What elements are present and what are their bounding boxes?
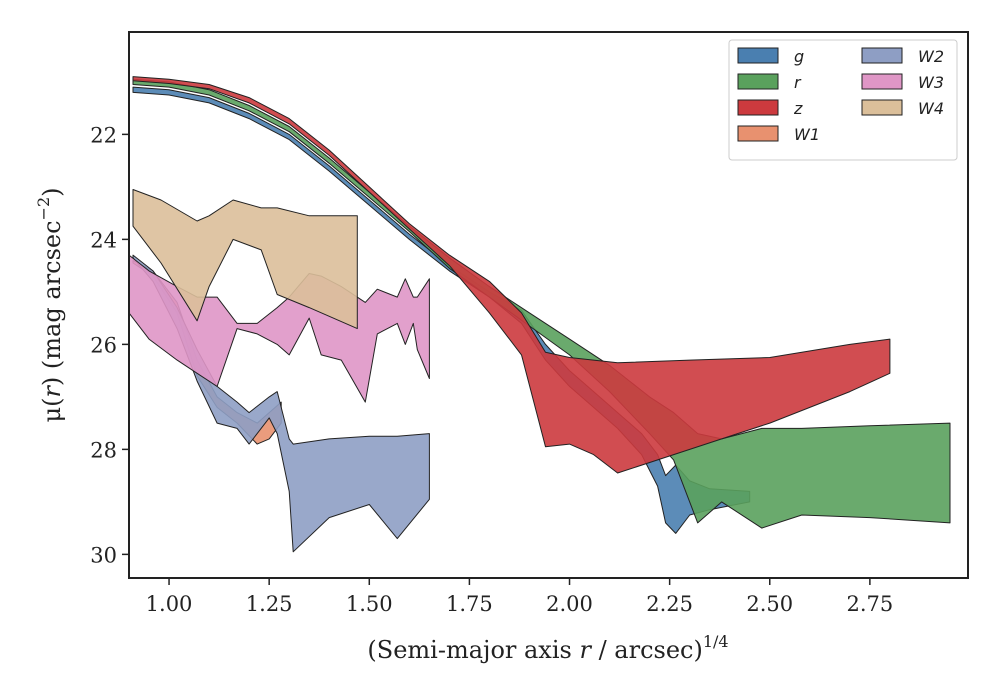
x-tick-label: 2.25 [646, 592, 693, 616]
x-tick-label: 1.50 [346, 592, 393, 616]
x-tick-label: 2.00 [546, 592, 593, 616]
legend-label-w4: W4 [918, 99, 944, 118]
x-axis-title: (Semi-major axis r / arcsec)1/4 [367, 632, 728, 664]
x-tick-label: 2.75 [847, 592, 894, 616]
y-tick-label: 24 [90, 228, 117, 252]
legend-label-g: g [794, 47, 804, 66]
y-axis-title: μ(r) (mag arcsec−2) [34, 187, 66, 422]
legend-swatch-r [737, 73, 779, 90]
x-tick-label: 1.00 [146, 592, 193, 616]
legend-swatch-w3 [861, 73, 903, 90]
legend-label-r: r [794, 73, 802, 92]
plot-frame [128, 31, 969, 579]
band-w3 [128, 254, 430, 403]
x-tick-label: 2.50 [746, 592, 793, 616]
legend-box [728, 39, 958, 161]
legend-swatch-g [737, 47, 779, 64]
y-axis-title-sup: −2 [34, 197, 53, 221]
x-axis-title-var: r [579, 636, 592, 664]
y-axis-title-rest: ) (mag arcsec [38, 220, 66, 386]
legend-swatch-z [737, 99, 779, 116]
y-tick-label: 26 [90, 333, 117, 357]
x-tick-label: 1.25 [246, 592, 293, 616]
y-axis-title-var: r [38, 385, 66, 398]
legend: grz W1 W2 W3 W4 [728, 39, 958, 161]
legend-swatch-w2 [861, 47, 903, 64]
band-w2 [132, 254, 430, 553]
y-axis-ticks: 22 24 26 28 30 [90, 123, 129, 567]
legend-label-w3: W3 [918, 73, 944, 92]
legend-label-z: z [793, 99, 803, 118]
y-tick-label: 30 [90, 543, 117, 567]
x-axis-title-rest: / arcsec) [591, 636, 703, 664]
legend-swatch-w4 [861, 99, 903, 116]
x-axis-ticks: 1.00 1.25 1.50 1.75 2.00 2.25 2.50 2.75 [146, 578, 894, 616]
profile-bands [128, 76, 951, 553]
legend-label-w1: W1 [794, 125, 820, 144]
x-tick-label: 1.75 [446, 592, 493, 616]
legend-label-w2: W2 [918, 47, 944, 66]
band-w4 [132, 189, 358, 330]
y-tick-label: 22 [90, 123, 117, 147]
y-axis-title-main: μ( [38, 398, 66, 423]
band-z [132, 76, 891, 474]
legend-swatch-w1 [737, 125, 779, 142]
y-axis-title-end: ) [38, 187, 66, 196]
x-axis-title-sup: 1/4 [703, 632, 729, 651]
y-tick-label: 28 [90, 438, 117, 462]
x-axis-title-main: (Semi-major axis [367, 636, 579, 664]
